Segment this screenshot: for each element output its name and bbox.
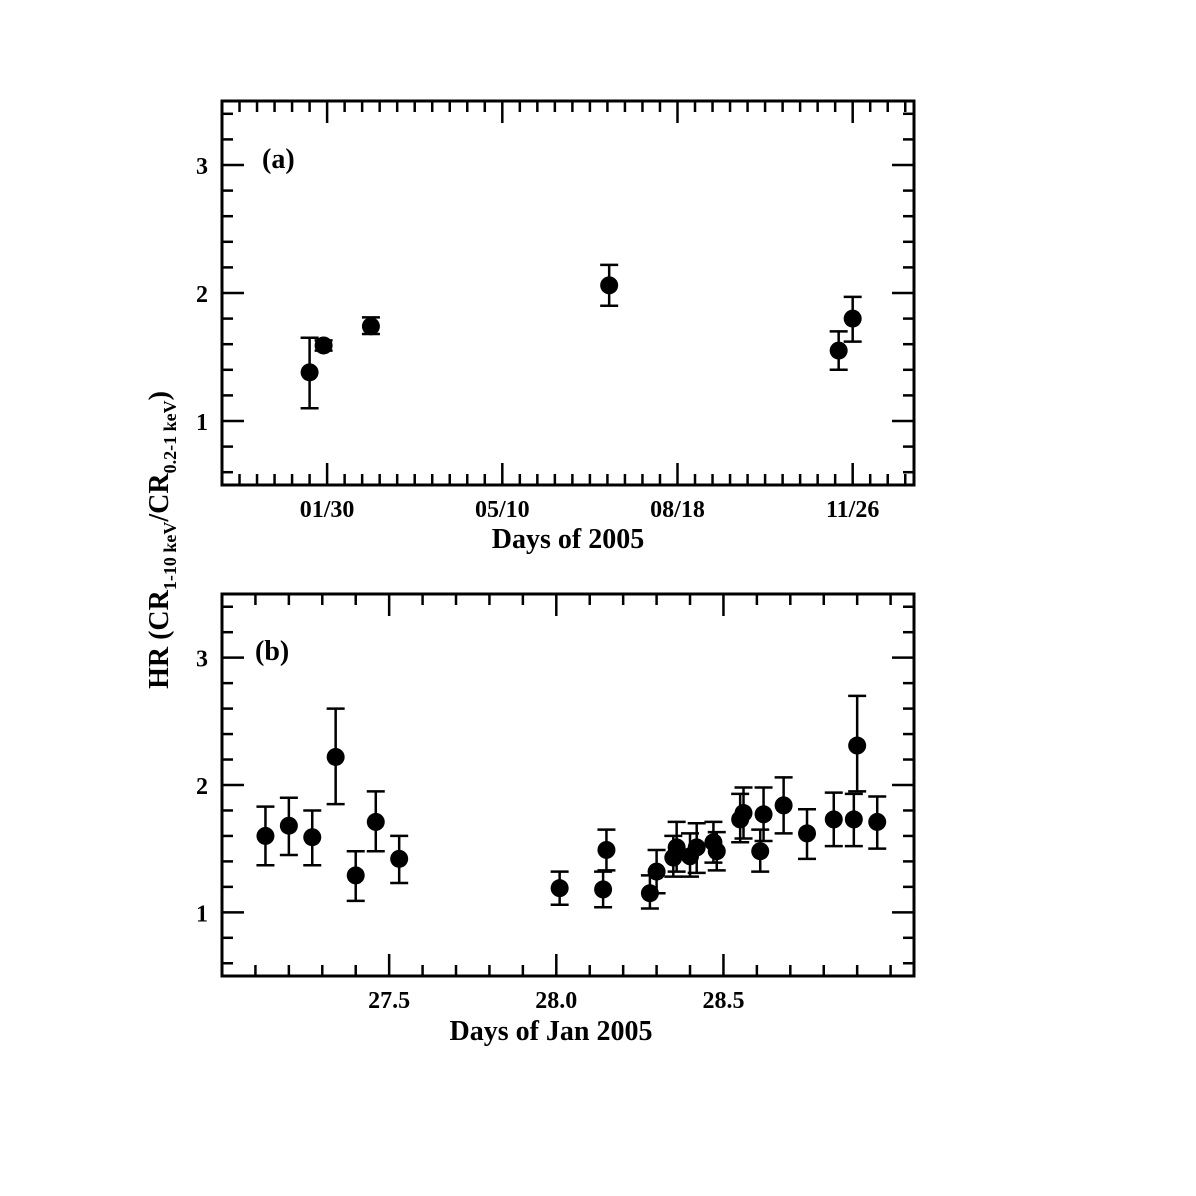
data-point bbox=[754, 786, 773, 843]
x-tick-label: 28.5 bbox=[702, 988, 744, 1014]
marker bbox=[707, 842, 726, 861]
marker bbox=[279, 816, 298, 835]
marker bbox=[868, 812, 887, 831]
data-point bbox=[594, 870, 613, 909]
marker bbox=[361, 317, 380, 336]
panel-a-tick-labels: 1 2 3 01/30 05/10 08/18 11/26 bbox=[196, 154, 879, 523]
marker bbox=[647, 862, 666, 881]
y-axis-title: HR (CR1-10 keV/CR0.2-1 keV) bbox=[144, 391, 180, 689]
x-tick-label: 11/26 bbox=[826, 497, 879, 523]
marker bbox=[734, 804, 753, 823]
marker bbox=[594, 880, 613, 899]
data-point bbox=[829, 330, 848, 372]
y-axis-title-sub2: 0.2-1 keV bbox=[160, 400, 180, 473]
data-point bbox=[550, 870, 569, 906]
data-point bbox=[647, 848, 666, 895]
data-point bbox=[279, 796, 298, 857]
data-point bbox=[734, 786, 753, 840]
y-tick-label: 2 bbox=[196, 774, 208, 800]
marker bbox=[326, 747, 345, 766]
data-point bbox=[667, 820, 686, 873]
x-tick-label: 01/30 bbox=[300, 497, 355, 523]
marker bbox=[844, 810, 863, 829]
data-point bbox=[843, 295, 862, 343]
marker bbox=[774, 796, 793, 815]
panel-a-frame bbox=[220, 99, 916, 487]
x-tick-label: 08/18 bbox=[650, 497, 705, 523]
data-point bbox=[390, 834, 409, 885]
data-point bbox=[256, 805, 275, 867]
data-point bbox=[600, 263, 619, 308]
y-tick-label: 3 bbox=[196, 154, 208, 180]
x-tick-label: 27.5 bbox=[368, 988, 410, 1014]
marker bbox=[300, 363, 319, 382]
y-axis-title-post: ) bbox=[144, 391, 175, 400]
marker bbox=[687, 838, 706, 857]
marker bbox=[600, 276, 619, 295]
marker bbox=[843, 309, 862, 328]
data-point bbox=[798, 807, 817, 861]
marker bbox=[550, 879, 569, 898]
data-point bbox=[346, 849, 365, 903]
panel-b-tick-labels: 1 2 3 27.5 28.0 28.5 bbox=[196, 647, 744, 1014]
marker bbox=[303, 828, 322, 847]
data-point bbox=[361, 316, 380, 336]
marker bbox=[256, 826, 275, 845]
data-point bbox=[774, 776, 793, 835]
data-point bbox=[597, 828, 616, 872]
marker bbox=[346, 866, 365, 885]
panel-b-ticks bbox=[220, 594, 914, 976]
marker bbox=[667, 838, 686, 857]
panel-a-chart: 1 2 3 01/30 05/10 08/18 11/26 (a) Days of 2005 bbox=[196, 99, 916, 555]
marker bbox=[829, 341, 848, 360]
y-tick-label: 2 bbox=[196, 282, 208, 308]
y-tick-label: 3 bbox=[196, 647, 208, 673]
marker bbox=[754, 805, 773, 824]
data-point bbox=[751, 828, 770, 873]
data-point bbox=[844, 792, 863, 848]
panel-b-xlabel: Days of Jan 2005 bbox=[449, 1016, 652, 1047]
data-point bbox=[824, 791, 843, 848]
panel-b-chart: 1 2 3 27.5 28.0 28.5 (b) Days of Jan 2005 bbox=[196, 592, 916, 1047]
marker bbox=[848, 736, 867, 755]
panel-a-label: (a) bbox=[262, 144, 295, 175]
y-tick-label: 1 bbox=[196, 410, 208, 436]
x-tick-label: 28.0 bbox=[535, 988, 577, 1014]
x-tick-label: 05/10 bbox=[475, 497, 530, 523]
y-axis-title-pre: HR (CR bbox=[144, 589, 175, 689]
marker bbox=[751, 842, 770, 861]
data-point bbox=[314, 336, 333, 355]
marker bbox=[798, 824, 817, 843]
data-point bbox=[707, 830, 726, 872]
panel-a-ticks bbox=[220, 101, 914, 485]
data-point bbox=[303, 809, 322, 867]
panel-b-label: (b) bbox=[255, 636, 289, 667]
panel-b-points bbox=[256, 694, 887, 910]
marker bbox=[390, 849, 409, 868]
marker bbox=[366, 812, 385, 831]
panel-a-xlabel: Days of 2005 bbox=[492, 524, 644, 555]
y-tick-label: 1 bbox=[196, 901, 208, 927]
data-point bbox=[687, 821, 706, 875]
data-point bbox=[366, 790, 385, 853]
data-point bbox=[300, 336, 319, 410]
y-axis-title-mid: /CR bbox=[144, 473, 175, 523]
marker bbox=[824, 810, 843, 829]
data-point bbox=[868, 795, 887, 850]
data-point bbox=[848, 694, 867, 793]
panel-b-frame bbox=[220, 592, 916, 978]
y-axis-title-sub1: 1-10 keV bbox=[160, 522, 180, 591]
marker bbox=[314, 336, 333, 355]
panel-a-points bbox=[300, 263, 862, 410]
data-point bbox=[326, 707, 345, 806]
marker bbox=[597, 840, 616, 859]
